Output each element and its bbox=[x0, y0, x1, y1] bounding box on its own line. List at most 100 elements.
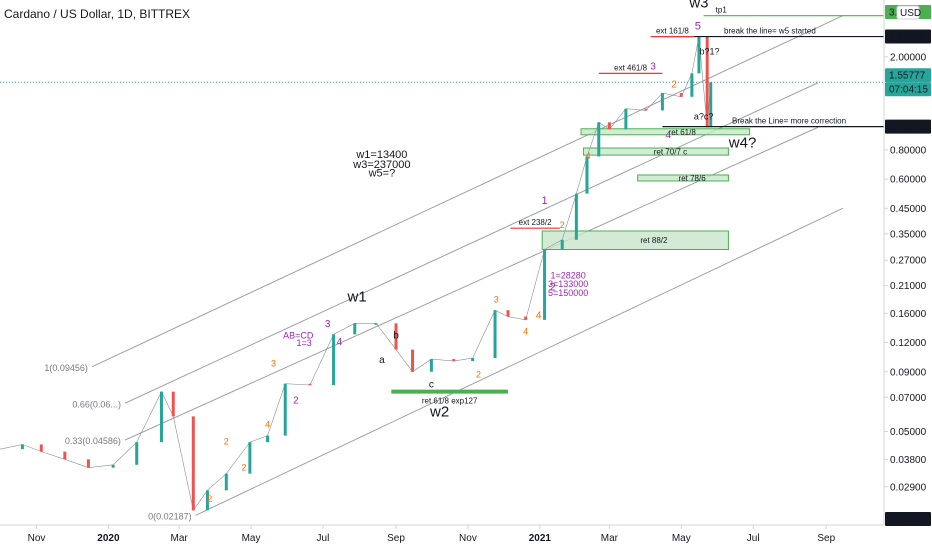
time-tick-label: 2020 bbox=[97, 533, 120, 544]
channel-label: 0.66(0.06...) bbox=[72, 399, 121, 409]
price-tick-label: 0.09000 bbox=[890, 367, 927, 378]
price-candle bbox=[709, 82, 713, 128]
price-tick-label: 0.60000 bbox=[890, 175, 927, 186]
price-candle bbox=[597, 122, 601, 157]
channel-label: 0(0.02187) bbox=[148, 511, 192, 521]
wave-label: 2 bbox=[293, 395, 299, 406]
price-tag bbox=[885, 68, 931, 83]
price-tag-label: 2.44255 bbox=[889, 32, 926, 43]
price-candle bbox=[690, 73, 694, 97]
level-label: ext 238/2 bbox=[519, 218, 552, 227]
price-tag-label: 1.55777 bbox=[889, 71, 926, 82]
wave-label: 5 bbox=[695, 20, 701, 32]
wave-label: 3=133000 bbox=[548, 279, 588, 289]
price-candle bbox=[353, 323, 357, 335]
wave-label: 3 bbox=[325, 319, 331, 330]
price-candle bbox=[394, 323, 398, 350]
time-tick-label: May bbox=[242, 533, 261, 544]
price-candle bbox=[191, 416, 195, 511]
price-tick-label: 0.16000 bbox=[890, 309, 927, 320]
price-candle bbox=[660, 93, 664, 111]
price-tick-label: 2.00000 bbox=[890, 52, 927, 63]
time-tick-label: Jul bbox=[317, 533, 330, 544]
wave-label: 3 bbox=[271, 358, 276, 368]
level-label: break the line= w5 started bbox=[724, 27, 816, 36]
price-candle bbox=[697, 36, 701, 74]
price-tick-label: 0.45000 bbox=[890, 204, 927, 215]
chart-title: Cardano / US Dollar, 1D, BITTREX bbox=[4, 7, 191, 21]
price-candle bbox=[543, 249, 547, 320]
price-candle bbox=[159, 391, 163, 443]
channel-label: 0.33(0.04586) bbox=[65, 436, 121, 446]
time-axis-panel bbox=[0, 525, 884, 550]
level-label: ext 461/8 bbox=[614, 63, 647, 72]
level-label: tp1 bbox=[716, 6, 728, 15]
time-tick-label: Mar bbox=[601, 533, 619, 544]
price-tag bbox=[885, 82, 931, 97]
price-tag bbox=[885, 512, 931, 526]
wave-label: w1 bbox=[347, 288, 367, 305]
price-candle bbox=[205, 490, 209, 511]
price-candle bbox=[506, 310, 510, 317]
price-tick-label: 0.02900 bbox=[890, 482, 927, 493]
price-tag bbox=[885, 29, 931, 44]
price-path bbox=[0, 36, 711, 512]
price-candle bbox=[332, 334, 336, 386]
price-tag-label: 0.02143 bbox=[889, 515, 926, 526]
price-candle bbox=[224, 473, 228, 491]
zone-label: ret 61/8 bbox=[669, 128, 697, 137]
wave-label: b?1? bbox=[700, 46, 720, 56]
wave-label: w2 bbox=[429, 403, 449, 420]
price-candle bbox=[20, 444, 24, 450]
wave-label: 4 bbox=[666, 130, 672, 141]
time-tick-label: 2021 bbox=[529, 533, 552, 544]
wave-label: a?c? bbox=[694, 111, 714, 121]
price-tick-label: 0.27000 bbox=[890, 256, 927, 267]
wave-label: 5=150000 bbox=[548, 288, 588, 298]
price-tick-label: 0.07000 bbox=[890, 393, 927, 404]
wave-label: 2 bbox=[241, 463, 246, 473]
price-candle bbox=[111, 464, 115, 468]
price-tag-label: 07:04:15 bbox=[889, 85, 928, 96]
retracement-zone bbox=[582, 147, 729, 156]
price-tag-label: 3. bbox=[889, 8, 897, 19]
price-candle bbox=[624, 108, 628, 130]
price-candle bbox=[524, 316, 528, 320]
wave-label: b bbox=[393, 330, 399, 341]
wave-label: a bbox=[379, 355, 385, 366]
wave-label: w1=13400 bbox=[355, 149, 407, 161]
wave-label: w3=237000 bbox=[352, 159, 410, 171]
level-label: ext 161/8 bbox=[656, 27, 689, 36]
time-tick-label: Nov bbox=[459, 533, 477, 544]
wave-label: w3 bbox=[688, 0, 708, 12]
currency-label: USD bbox=[900, 8, 921, 19]
wave-label: w4? bbox=[728, 134, 757, 151]
price-candle bbox=[679, 93, 683, 97]
currency-button[interactable] bbox=[896, 5, 920, 20]
price-candle bbox=[560, 239, 564, 250]
wave-label: 4 bbox=[523, 326, 528, 336]
price-tick-label: 0.35000 bbox=[890, 229, 927, 240]
zone-label: ret 78/6 bbox=[679, 174, 707, 183]
channel-line bbox=[195, 207, 843, 516]
price-candle bbox=[452, 359, 456, 362]
time-tick-label: May bbox=[672, 533, 691, 544]
wave-label: 2 bbox=[224, 436, 229, 446]
price-tick-label: 0.05000 bbox=[890, 427, 927, 438]
price-candle bbox=[86, 459, 90, 468]
price-candle bbox=[266, 435, 270, 443]
wave-label: 4 bbox=[265, 419, 270, 429]
level-label: ret 61/8 exp127 bbox=[422, 397, 478, 406]
zone-label: ret 70/7 c bbox=[654, 148, 687, 157]
price-candle bbox=[607, 122, 611, 130]
wave-label: c bbox=[429, 380, 434, 391]
wave-label: w5=? bbox=[368, 168, 396, 180]
price-candle bbox=[471, 358, 475, 362]
wave-label: 3 bbox=[650, 61, 656, 72]
price-tick-label: 0.03800 bbox=[890, 455, 927, 466]
price-tick-label: 0.21000 bbox=[890, 281, 927, 292]
wave-label: 2 bbox=[560, 220, 565, 230]
time-tick-label: Sep bbox=[817, 533, 835, 544]
wave-label: 4 bbox=[586, 151, 591, 161]
